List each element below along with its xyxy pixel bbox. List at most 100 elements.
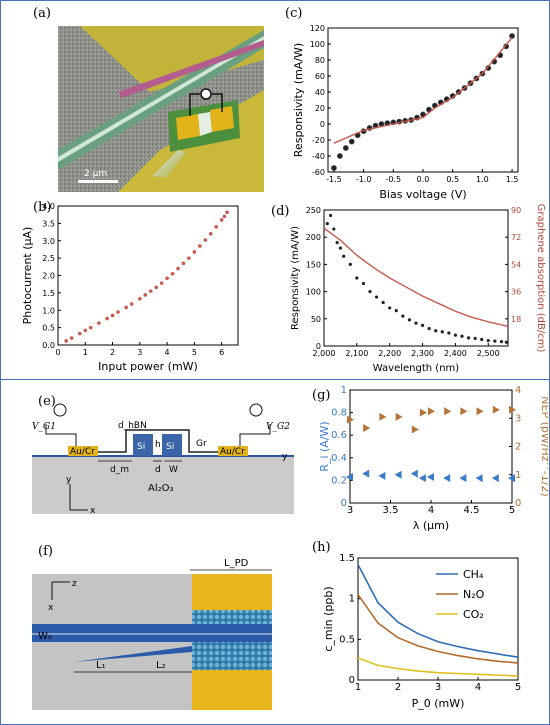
data-point xyxy=(170,271,175,276)
data-point xyxy=(331,165,337,171)
panel-e-label: (e) xyxy=(38,394,56,409)
y-right-label: y xyxy=(282,452,288,462)
x-tick-label: 0.5 xyxy=(446,175,459,184)
x-tick-label: 1 xyxy=(83,348,88,357)
x-tick-label: 3.5 xyxy=(383,505,399,516)
y2-tick-label: 54 xyxy=(511,260,521,269)
x-tick-label: 5 xyxy=(509,505,515,516)
y-tick-label: -60 xyxy=(312,168,325,177)
chart-c: -1.5 -1.0 -0.5 0.0 0.5 1.0 1.5 -60 -40 -20 0 20 40 60… xyxy=(292,24,519,201)
data-point xyxy=(348,138,355,145)
data-point xyxy=(143,293,148,297)
y-tick-label: 50 xyxy=(311,315,321,324)
data-point xyxy=(138,296,142,301)
data-point xyxy=(176,266,180,271)
x-tick-label: -1.5 xyxy=(326,175,342,184)
series-line xyxy=(357,657,519,677)
data-point xyxy=(342,254,346,258)
y-tick-label: 2.0 xyxy=(42,272,55,281)
y-tick-label: 1 xyxy=(341,385,347,396)
device-inset xyxy=(152,88,240,178)
y-axis-label: R_i (A/W) xyxy=(318,421,331,471)
data-point xyxy=(363,424,371,433)
x-tick-label: 2 xyxy=(110,348,115,357)
si-left xyxy=(133,434,153,456)
data-point xyxy=(480,337,484,342)
y-tick-label: -40 xyxy=(312,152,325,161)
panel-f-diagram: L_PD z x W₀ L₁ L₂ xyxy=(32,558,272,710)
y-tick-label: 1.0 xyxy=(42,306,55,315)
l2-label: L₂ xyxy=(156,660,166,671)
frame-divider xyxy=(0,379,550,380)
data-point xyxy=(476,407,484,416)
panel-a-image: 2 μm xyxy=(58,26,264,192)
y2-tick-label: 72 xyxy=(511,233,521,242)
data-point xyxy=(509,405,516,414)
data-point xyxy=(418,474,426,483)
y2-tick-label: 36 xyxy=(511,288,521,297)
axis-z-label: z xyxy=(72,579,77,589)
data-point xyxy=(159,281,164,285)
hbn-label: d_hBN xyxy=(118,421,147,431)
data-point xyxy=(105,316,109,321)
data-point xyxy=(222,214,227,219)
y-tick-label: 120 xyxy=(310,24,325,33)
data-point xyxy=(124,305,128,310)
y-axis-label: Photocurrent (μA) xyxy=(21,227,34,325)
data-point xyxy=(64,339,68,343)
x-tick-label: 6 xyxy=(219,348,224,357)
data-point xyxy=(154,285,158,290)
x-tick-label: 2,400 xyxy=(444,349,467,358)
y-tick-label: 2.5 xyxy=(42,254,55,263)
data-point xyxy=(420,323,425,327)
data-point xyxy=(97,321,101,325)
data-point xyxy=(508,474,515,483)
data-point xyxy=(434,329,438,333)
x-tick-label: -0.5 xyxy=(386,175,402,184)
data-point xyxy=(388,306,392,310)
data-point xyxy=(219,218,224,222)
data-point xyxy=(328,213,333,218)
x-tick-label: 4 xyxy=(165,348,170,357)
taper xyxy=(74,646,192,662)
data-point xyxy=(504,340,508,344)
data-point xyxy=(428,407,435,416)
gold-top xyxy=(192,574,272,610)
panel-f-label: (f) xyxy=(38,544,53,559)
scalebar xyxy=(78,180,118,183)
contact-left xyxy=(68,446,98,456)
si-right xyxy=(162,434,182,456)
plot-frame xyxy=(357,557,519,681)
x-axis-label: λ (μm) xyxy=(413,519,449,532)
data-point xyxy=(475,474,483,483)
y-tick-label: 0.2 xyxy=(331,475,347,486)
x-axis-label: P_0 (mW) xyxy=(412,697,465,710)
source-right-icon xyxy=(249,403,263,417)
x-tick-label: 3 xyxy=(137,348,142,357)
y-tick-label: 150 xyxy=(306,260,321,269)
data-point xyxy=(491,474,499,483)
data-point xyxy=(346,473,353,482)
data-point xyxy=(69,336,74,340)
data-point xyxy=(407,318,412,322)
axis-y-label: y xyxy=(66,475,72,485)
data-point xyxy=(165,276,169,281)
d-label: d xyxy=(155,465,161,475)
y-tick-label: 0 xyxy=(341,498,347,509)
x-tick-label: 4.5 xyxy=(464,505,480,516)
y-axis-label: c_min (ppb) xyxy=(322,586,335,651)
data-point xyxy=(361,281,366,286)
data-point xyxy=(401,314,405,318)
data-point xyxy=(208,232,213,236)
y2-axis-label: NEP (pW/Hz^-1/2) xyxy=(539,396,548,496)
data-point xyxy=(203,238,208,242)
y-tick-label: 1.5 xyxy=(42,289,55,298)
panel-d-label: (d) xyxy=(271,204,290,219)
data-point xyxy=(342,145,349,151)
y-tick-label: 0.6 xyxy=(331,430,347,441)
y-tick-label: 3.5 xyxy=(42,219,55,228)
x-tick-label: 5 xyxy=(192,348,197,357)
x-tick-label: 1.5 xyxy=(506,175,519,184)
